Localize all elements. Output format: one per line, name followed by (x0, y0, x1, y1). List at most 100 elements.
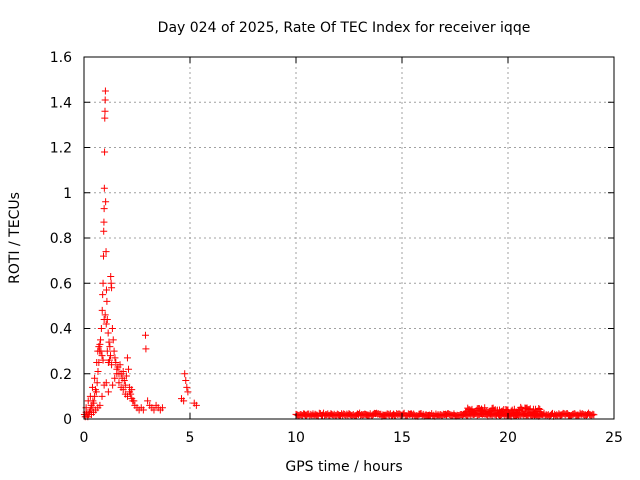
data-point (123, 392, 131, 400)
data-point (181, 370, 189, 378)
data-point (105, 338, 113, 346)
data-point (183, 383, 191, 391)
data-point (96, 340, 104, 348)
data-point (107, 352, 114, 360)
data-point (122, 372, 130, 380)
data-point (109, 381, 117, 389)
data-point (100, 252, 108, 260)
data-point (589, 410, 597, 418)
data-point (98, 306, 106, 314)
data-point (101, 107, 109, 115)
data-point (119, 386, 127, 394)
data-point (97, 325, 105, 332)
data-point (93, 379, 101, 387)
data-point (144, 397, 152, 405)
x-tick-label: 25 (605, 430, 623, 446)
data-point (108, 361, 116, 369)
data-point (92, 388, 100, 396)
data-point (537, 409, 545, 417)
data-point (100, 227, 108, 235)
data-point (103, 297, 111, 305)
data-point (101, 96, 109, 104)
data-point (102, 286, 110, 294)
data-point (536, 405, 544, 413)
data-point (94, 367, 102, 375)
data-point (101, 114, 109, 122)
data-point (142, 345, 150, 353)
data-point (590, 411, 598, 419)
data-point (102, 320, 110, 328)
y-tick-label: 1.4 (50, 95, 72, 111)
data-point (104, 329, 112, 337)
data-point (101, 87, 109, 95)
data-point (123, 354, 131, 362)
data-point (517, 403, 525, 411)
y-tick-label: 1 (63, 186, 72, 202)
data-point (111, 374, 119, 382)
data-point (121, 381, 129, 389)
data-point (478, 405, 485, 413)
data-point (100, 205, 108, 213)
data-point (105, 356, 113, 364)
x-tick-label: 15 (393, 430, 411, 446)
data-point (103, 347, 111, 355)
x-tick-label: 10 (287, 430, 305, 446)
data-point (518, 405, 526, 413)
data-point (112, 358, 120, 366)
y-tick-label: 0.8 (50, 231, 72, 247)
data-point (101, 311, 109, 319)
data-point (119, 367, 127, 375)
data-point (150, 406, 158, 414)
data-point (102, 198, 110, 206)
data-point (97, 347, 105, 355)
data-point (184, 388, 192, 396)
data-point (139, 406, 147, 414)
data-point (128, 386, 136, 394)
data-point (100, 218, 108, 226)
data-point (108, 284, 116, 292)
data-point (535, 405, 543, 413)
y-tick-label: 1.2 (50, 141, 72, 157)
y-axis-label: ROTI / TECUs (7, 192, 23, 284)
data-point (84, 397, 92, 405)
data-point (102, 248, 110, 256)
y-tick-label: 0 (63, 412, 72, 428)
data-point (101, 148, 109, 156)
data-point (100, 184, 108, 192)
y-tick-label: 1.6 (50, 50, 72, 66)
data-point (99, 356, 107, 364)
y-tick-label: 0.6 (50, 276, 72, 292)
x-tick-label: 20 (499, 430, 517, 446)
data-point (109, 336, 117, 344)
data-point (108, 325, 116, 332)
data-point (97, 336, 105, 344)
data-point (106, 343, 114, 351)
data-point (88, 383, 96, 391)
data-point (141, 331, 149, 339)
data-point (104, 388, 112, 396)
data-point (520, 410, 528, 418)
data-point (91, 374, 99, 382)
data-point (96, 401, 104, 409)
data-point (113, 370, 121, 378)
data-point (116, 361, 124, 369)
data-point (93, 358, 101, 366)
data-point (111, 354, 119, 362)
data-point (130, 397, 138, 405)
x-tick-label: 5 (186, 430, 195, 446)
data-point (481, 404, 489, 412)
x-tick-label: 0 (80, 430, 89, 446)
data-point (158, 404, 166, 412)
x-axis-label: GPS time / hours (285, 459, 402, 475)
data-point (180, 397, 188, 405)
data-point (99, 279, 107, 287)
data-point (90, 399, 98, 407)
chart-title: Day 024 of 2025, Rate Of TEC Index for r… (158, 20, 531, 36)
data-point (192, 401, 200, 409)
data-points (80, 87, 598, 421)
axis-ticks: 0 5 10 15 20 25 0 0.2 0.4 0.6 0.8 1 1.2 1.4 1.6 (50, 50, 623, 446)
y-tick-label: 0.4 (50, 322, 72, 338)
data-point (102, 379, 110, 387)
data-point (182, 377, 190, 385)
